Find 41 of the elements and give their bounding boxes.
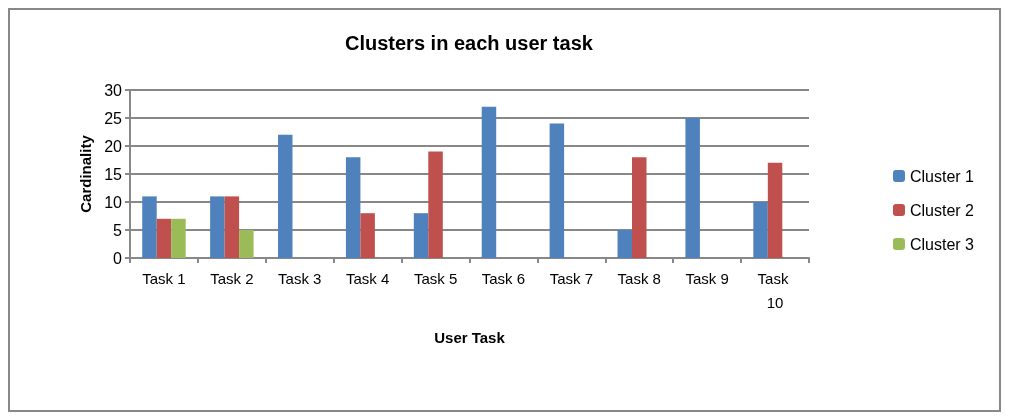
y-tick-label: 25 <box>104 109 123 127</box>
bar <box>413 213 429 258</box>
y-axis-title: Cardinality <box>77 134 95 213</box>
bar <box>171 218 186 258</box>
x-tick-label: Task 4 <box>345 269 390 287</box>
y-tick-label: 10 <box>104 193 123 211</box>
x-tick-label: Task 3 <box>278 269 322 287</box>
x-tick-label: Task 7 <box>549 269 594 287</box>
bar <box>632 157 647 258</box>
y-tick-label: 0 <box>113 249 123 267</box>
x-tick-label: Task 8 <box>617 269 661 287</box>
bar <box>767 162 783 258</box>
x-tick-label: Task 1 <box>142 269 186 287</box>
legend-label: Cluster 3 <box>909 235 975 253</box>
bar <box>142 196 157 258</box>
x-tick-label: Task 9 <box>685 269 729 287</box>
x-tick-label: Task 2 <box>210 269 254 287</box>
x-tick-label: Task 5 <box>413 269 458 287</box>
x-axis-title: User Task <box>434 329 506 346</box>
chart-title: Clusters in each user task <box>345 32 594 54</box>
bar <box>428 151 443 258</box>
bar <box>753 202 768 258</box>
y-tick-label: 30 <box>104 81 123 99</box>
legend-label: Cluster 1 <box>909 167 975 185</box>
y-tick-label: 5 <box>113 221 123 239</box>
bar <box>239 230 254 258</box>
bar <box>156 218 172 258</box>
y-tick-label: 15 <box>104 165 123 183</box>
bar <box>345 157 361 258</box>
bar <box>278 134 293 258</box>
x-tick-label: Task 6 <box>481 269 526 287</box>
legend-label: Cluster 2 <box>909 201 975 219</box>
bar <box>481 106 497 258</box>
x-tick-label: Task 10 <box>757 269 793 311</box>
bar <box>224 196 240 258</box>
bar <box>210 196 225 258</box>
bar <box>685 118 700 258</box>
bar <box>617 230 633 258</box>
bar <box>360 213 375 258</box>
y-tick-label: 20 <box>104 137 123 155</box>
bar <box>549 123 565 258</box>
